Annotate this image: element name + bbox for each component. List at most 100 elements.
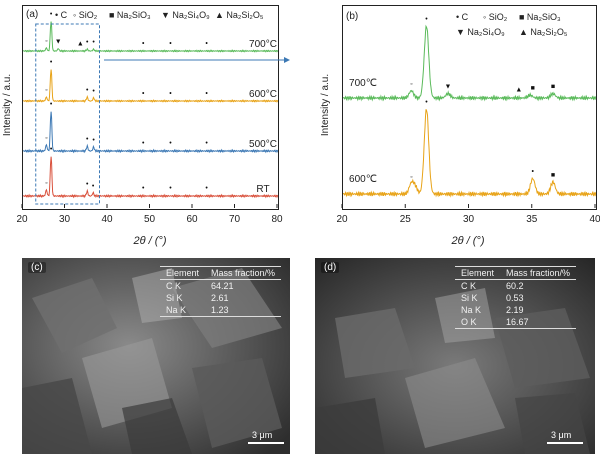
phase-marker: ◦ (410, 174, 412, 181)
phase-marker: • (92, 39, 95, 46)
table-row: C K 60.2 (455, 280, 576, 293)
table-header-mass: Mass fraction/% (506, 268, 571, 278)
legend-item: • C (456, 12, 469, 22)
table-row: Si K 2.61 (160, 292, 281, 304)
table-header-element: Element (461, 268, 495, 278)
legend-item: ▼ Na₂Si₄O₉ (456, 27, 505, 37)
table-cell: Si K (461, 293, 478, 303)
phase-marker: • (50, 146, 53, 153)
legend-item: ▼ Na₂Si₄O₉ (161, 10, 210, 20)
table-cell: 16.67 (506, 317, 529, 327)
legend-item: ■ Na₂SiO₃ (109, 10, 151, 20)
table-cell: 2.61 (211, 293, 229, 303)
panel-b-chart: 600℃ 700℃ ◦ • • ■ ◦ • ▼ ▲ ■ ■ (b) • C ◦ SiO₂ ■ Na₂SiO₃ ▼… (343, 11, 596, 198)
phase-marker: • (86, 87, 89, 94)
phase-marker: • (50, 11, 53, 18)
y-axis-label: Intensity / a.u. (320, 74, 331, 136)
phase-marker: • (86, 39, 89, 46)
x-tick-label: 30 (59, 214, 71, 225)
phase-marker: ◦ (410, 81, 412, 88)
phase-marker: ■ (531, 85, 535, 92)
phase-marker: • (205, 185, 208, 192)
xrd-curve-1 (343, 24, 596, 102)
phase-marker: • (92, 137, 95, 144)
phase-marker: ■ (551, 84, 555, 91)
table-cell: 2.19 (506, 305, 524, 315)
xrd-curve-0 (23, 156, 278, 199)
table-header-mass: Mass fraction/% (211, 268, 276, 278)
phase-marker: ◦ (45, 135, 47, 142)
x-tick-label: 80 (271, 214, 283, 225)
sem-texture-c (22, 258, 290, 454)
x-tick-label: 40 (589, 214, 600, 225)
sem-texture-d (315, 258, 595, 454)
panel-c-scale-bar (248, 442, 284, 444)
phase-marker: • (50, 59, 53, 66)
phase-marker: ■ (551, 172, 555, 179)
phase-marker: • (169, 90, 172, 97)
phase-marker: ◦ (45, 87, 47, 94)
table-row: Na K 1.23 (160, 304, 282, 317)
curve-label: 700℃ (349, 78, 377, 89)
xrd-curve-3 (23, 21, 278, 53)
table-header-element: Element (166, 268, 200, 278)
legend-item: ◦ SiO₂ (483, 12, 508, 22)
table-cell: C K (166, 281, 182, 291)
phase-marker: ◦ (45, 180, 47, 187)
xrd-curve-1 (23, 111, 278, 154)
table-row: Na K 2.19 (455, 304, 576, 316)
curve-label: 700°C (249, 39, 277, 50)
x-tick-label: 35 (526, 214, 538, 225)
table-cell: C K (461, 281, 477, 291)
xrd-curve-2 (23, 69, 278, 103)
phase-marker: • (169, 185, 172, 192)
phase-marker: • (142, 185, 145, 192)
phase-marker: • (86, 181, 89, 188)
phase-marker: • (169, 140, 172, 147)
x-axis-label: 2θ / (°) (451, 235, 485, 247)
phase-marker: • (86, 136, 89, 143)
curve-label: 500°C (249, 139, 277, 150)
legend-item: ■ Na₂SiO₃ (519, 12, 561, 22)
panel-d-label: (d) (321, 262, 340, 273)
phase-marker: • (142, 40, 145, 47)
panel-a-label: (a) (26, 9, 38, 20)
phase-marker: • (92, 183, 95, 190)
phase-marker: • (532, 169, 535, 176)
phase-marker: • (169, 40, 172, 47)
panel-d-scale-label: 3 μm (551, 430, 572, 440)
curve-label: RT (256, 184, 269, 195)
table-cell: 60.2 (506, 281, 524, 291)
curve-label: 600℃ (349, 174, 377, 185)
phase-marker: • (425, 99, 428, 106)
phase-marker: • (205, 90, 208, 97)
x-tick-label: 60 (186, 214, 198, 225)
y-axis-label: Intensity / a.u. (2, 74, 13, 136)
x-tick-label: 20 (336, 214, 348, 225)
table-row: O K 16.67 (455, 316, 577, 329)
panel-d-composition-table: Element Mass fraction/% C K 60.2 Si K 0.53… (455, 266, 577, 329)
table-cell: Na K (166, 305, 187, 315)
legend-item: ▲ Na₂Si₂O₅ (215, 10, 264, 20)
table-cell: Si K (166, 293, 183, 303)
x-tick-label: 20 (16, 214, 28, 225)
phase-marker: ◦ (45, 38, 47, 45)
phase-marker: ▲ (77, 40, 84, 47)
zoom-region-box (35, 23, 100, 205)
x-tick-label: 30 (463, 214, 475, 225)
phase-marker: • (425, 16, 428, 23)
panel-c-label: (c) (28, 262, 46, 273)
legend-item: ◦ SiO₂ (73, 10, 98, 20)
x-axis-label: 2θ / (°) (133, 235, 167, 247)
phase-marker: • (50, 101, 53, 108)
panel-c-scale-label: 3 μm (252, 430, 273, 440)
phase-marker: • (92, 88, 95, 95)
phase-marker: ▼ (445, 84, 452, 91)
table-row: Si K 0.53 (455, 292, 576, 304)
phase-marker: ▲ (515, 87, 522, 94)
phase-marker: ▼ (55, 39, 62, 46)
zoom-arrow-head (284, 57, 290, 63)
x-tick-label: 25 (400, 214, 412, 225)
panel-c-sem-image: (c) Element Mass fraction/% C K 64.21 Si … (22, 258, 290, 454)
table-cell: 1.23 (211, 305, 229, 315)
